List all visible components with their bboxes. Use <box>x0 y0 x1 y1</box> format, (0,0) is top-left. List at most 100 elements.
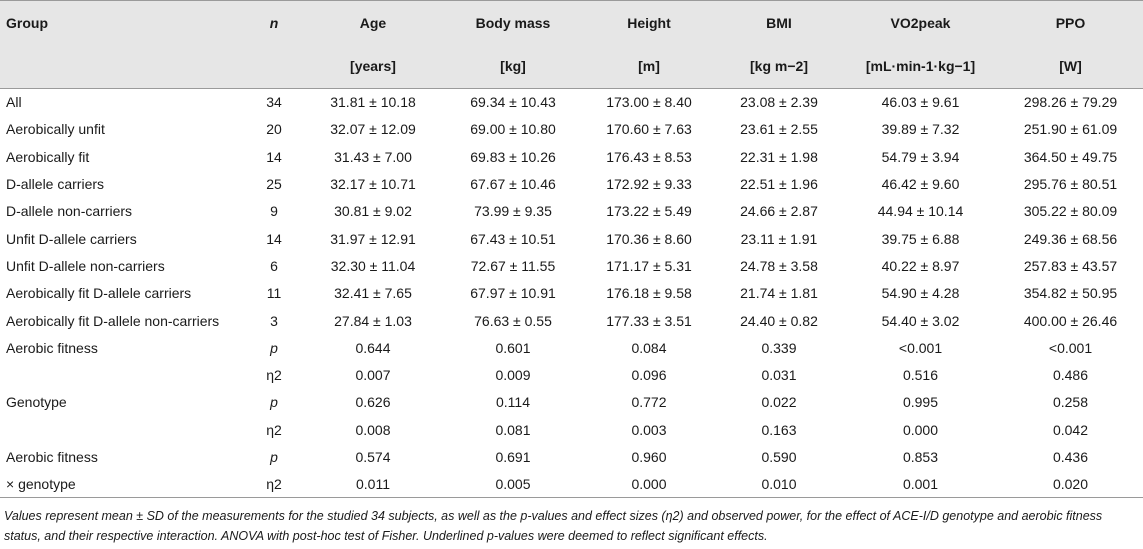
cell-n: 11 <box>266 285 282 302</box>
cell-body-mass: 67.67 ± 10.46 <box>470 176 556 193</box>
stats-row: Aerobic fitness p 0.574 0.691 0.960 0.590 0.85… <box>0 443 1143 470</box>
cell-bmi: 0.022 <box>761 394 797 411</box>
cell-ppo: <0.001 <box>1048 339 1093 356</box>
cell-ppo: 400.00 ± 26.46 <box>1023 312 1118 329</box>
cell-vo2peak: 54.40 ± 3.02 <box>881 312 960 329</box>
cell-height: 176.18 ± 9.58 <box>606 285 692 302</box>
table-row: All 34 31.81 ± 10.18 69.34 ± 10.43 173.00 ± … <box>0 89 1143 116</box>
cell-height: 173.22 ± 5.49 <box>606 203 692 220</box>
cell-n: η2 <box>266 421 282 438</box>
header-height: Height <box>583 0 715 45</box>
units-row: [years] [kg] [m] [kg m−2] [mL·min-1·kg−1… <box>0 44 1143 89</box>
cell-vo2peak: 39.75 ± 6.88 <box>881 230 960 247</box>
cell-age: 31.81 ± 10.18 <box>330 94 416 111</box>
cell-vo2peak: <0.001 <box>898 339 943 356</box>
cell-age: 0.574 <box>355 449 391 465</box>
cell-height: 0.000 <box>583 470 715 499</box>
cell-n: 34 <box>266 94 282 111</box>
cell-n: 9 <box>270 203 278 220</box>
cell-ppo: 295.76 ± 80.51 <box>1023 176 1118 193</box>
cell-height: 170.36 ± 8.60 <box>606 230 692 247</box>
cell-bmi: 0.163 <box>761 421 797 438</box>
cell-bmi: 22.51 ± 1.96 <box>740 176 818 193</box>
unit-body-mass: [kg] <box>443 44 583 89</box>
header-vo2peak: VO2peak <box>843 0 998 45</box>
cell-bmi: 0.339 <box>761 339 797 356</box>
cell-bmi: 23.11 ± 1.91 <box>740 230 818 247</box>
stats-row: η2 0.007 0.009 0.096 0.031 0.516 0.486 <box>0 361 1143 388</box>
cell-vo2peak: 46.42 ± 9.60 <box>881 176 960 193</box>
cell-bmi: 24.66 ± 2.87 <box>740 203 818 220</box>
table-row: Aerobically fit 14 31.43 ± 7.00 69.83 ± 10.… <box>0 143 1143 170</box>
cell-body-mass: 0.601 <box>495 339 531 356</box>
table-row: D-allele carriers 25 32.17 ± 10.71 67.67 ± … <box>0 170 1143 197</box>
cell-body-mass: 0.691 <box>495 449 531 465</box>
cell-bmi: 23.08 ± 2.39 <box>740 94 818 111</box>
header-group: Group <box>0 0 245 45</box>
cell-age: 32.30 ± 11.04 <box>330 257 416 274</box>
unit-ppo: [W] <box>998 44 1143 89</box>
cell-height: 0.003 <box>631 421 667 438</box>
unit-age: [years] <box>303 44 443 89</box>
results-table: Group n Age Body mass Height BMI VO2peak… <box>0 0 1143 499</box>
cell-n: p <box>270 394 278 411</box>
cell-body-mass: 67.43 ± 10.51 <box>470 230 556 247</box>
cell-bmi: 23.61 ± 2.55 <box>740 121 818 138</box>
cell-vo2peak: 54.90 ± 4.28 <box>881 285 960 302</box>
cell-age: 0.008 <box>355 421 391 438</box>
cell-ppo: 364.50 ± 49.75 <box>1023 148 1118 165</box>
cell-n: 6 <box>270 257 278 274</box>
cell-group: Aerobically fit D-allele carriers <box>6 285 192 302</box>
cell-ppo: 257.83 ± 43.57 <box>1023 257 1118 274</box>
cell-ppo: 249.36 ± 68.56 <box>1023 230 1118 247</box>
cell-body-mass: 76.63 ± 0.55 <box>474 312 552 329</box>
cell-group: Aerobically fit <box>6 148 90 165</box>
cell-group: Aerobically fit D-allele non-carriers <box>6 312 220 329</box>
cell-group: Genotype <box>6 394 67 411</box>
cell-group: Aerobic fitness <box>6 339 98 356</box>
cell-ppo: 0.486 <box>1052 367 1089 384</box>
cell-age: 27.84 ± 1.03 <box>334 312 412 329</box>
table-row: Unfit D-allele carriers 14 31.97 ± 12.91 67… <box>0 225 1143 252</box>
cell-group: D-allele carriers <box>6 176 105 193</box>
cell-age: 31.43 ± 7.00 <box>334 148 412 165</box>
cell-age: 0.011 <box>303 470 443 499</box>
units-n-empty <box>245 44 303 89</box>
cell-body-mass: 0.005 <box>443 470 583 499</box>
cell-age: 0.626 <box>355 394 391 411</box>
cell-vo2peak: 0.995 <box>902 394 939 411</box>
cell-height: 173.00 ± 8.40 <box>606 94 692 111</box>
cell-body-mass: 0.009 <box>495 367 531 384</box>
stats-row: Aerobic fitness p 0.644 0.601 0.084 0.339 <0.0… <box>0 334 1143 361</box>
cell-age: 32.17 ± 10.71 <box>330 176 416 193</box>
cell-ppo: 0.042 <box>1052 421 1089 438</box>
cell-age: 0.644 <box>355 339 391 356</box>
cell-bmi: 0.590 <box>761 449 797 465</box>
header-ppo: PPO <box>998 0 1143 45</box>
cell-n: 14 <box>266 148 282 165</box>
cell-body-mass: 73.99 ± 9.35 <box>474 203 552 220</box>
cell-group <box>0 361 245 388</box>
units-group-empty <box>0 44 245 89</box>
cell-vo2peak: 0.853 <box>902 449 939 465</box>
cell-ppo: 0.258 <box>1052 394 1089 411</box>
unit-vo2peak: [mL·min-1·kg−1] <box>843 44 998 89</box>
unit-bmi: [kg m−2] <box>715 44 843 89</box>
cell-vo2peak: 40.22 ± 8.97 <box>881 257 960 274</box>
cell-bmi: 0.010 <box>715 470 843 499</box>
cell-n: p <box>270 339 278 356</box>
cell-ppo: 305.22 ± 80.09 <box>1023 203 1118 220</box>
cell-body-mass: 69.34 ± 10.43 <box>470 94 556 111</box>
cell-ppo: 251.90 ± 61.09 <box>1023 121 1118 138</box>
header-row: Group n Age Body mass Height BMI VO2peak… <box>0 0 1143 45</box>
cell-n: 20 <box>266 121 282 138</box>
cell-vo2peak: 0.001 <box>843 470 998 499</box>
cell-bmi: 24.78 ± 3.58 <box>740 257 818 274</box>
cell-n: 3 <box>270 312 278 329</box>
cell-n: 25 <box>266 176 282 193</box>
header-n: n <box>245 0 303 45</box>
cell-height: 0.096 <box>631 367 667 384</box>
cell-ppo: 0.020 <box>998 470 1143 499</box>
table-row: Unfit D-allele non-carriers 6 32.30 ± 11.0… <box>0 252 1143 279</box>
